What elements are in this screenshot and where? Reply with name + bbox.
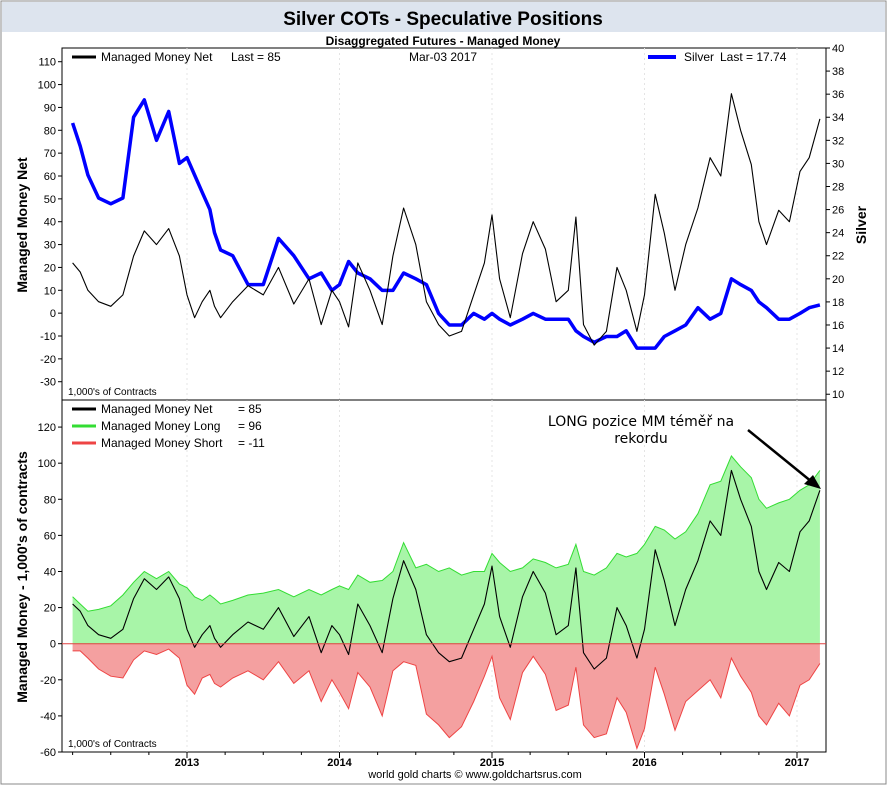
top-left-tick-label: 50 [44, 194, 56, 206]
top-right-tick-label: 14 [832, 343, 844, 355]
silver-price-line [70, 98, 821, 350]
top-left-tick-label: 0 [50, 308, 56, 320]
top-plot-area [61, 47, 827, 401]
top-left-tick-label: 40 [44, 217, 56, 229]
top-left-tick-label: -10 [40, 331, 56, 343]
top-left-axis-label: Managed Money Net [14, 157, 30, 293]
bottom-axis-label: Managed Money - 1,000's of contracts [14, 451, 30, 703]
top-right-tick-label: 16 [832, 320, 844, 332]
top-right-axis-label: Silver [853, 205, 869, 244]
top-left-tick-label: -20 [40, 354, 56, 366]
x-tick-label: 2017 [785, 757, 809, 769]
top-right-tick-label: 32 [832, 135, 844, 147]
top-right-tick-label: 26 [832, 205, 844, 217]
top-right-tick-label: 12 [832, 366, 844, 378]
top-date-label: Mar-03 2017 [409, 50, 477, 64]
top-right-tick-label: 34 [832, 112, 844, 124]
x-axis-ticks: 2013 2014 2015 2016 2017 [72, 752, 809, 769]
top-left-tick-label: 110 [38, 57, 56, 69]
footer-credit: world gold charts © www.goldchartsrus.co… [367, 769, 582, 781]
top-right-tick-label: 36 [832, 89, 844, 101]
x-tick-label: 2013 [175, 757, 199, 769]
bottom-tick-label: -60 [40, 747, 56, 759]
top-left-tick-label: 90 [44, 102, 56, 114]
legend-short-last: = -11 [238, 436, 265, 450]
x-tick-label: 2014 [327, 757, 352, 769]
bottom-panel: 120 100 80 60 40 20 0 -20 -40 -60 Managed Money N… [14, 399, 827, 759]
x-tick-label: 2015 [480, 757, 504, 769]
annotation-line-1: LONG pozice MM téměř na [548, 414, 734, 430]
legend-long-label: Managed Money Long [101, 419, 220, 433]
bottom-axis-ticks: 120 100 80 60 40 20 0 -20 -40 -60 [38, 422, 62, 759]
legend-long-last: = 96 [238, 419, 262, 433]
top-gridlines [186, 48, 798, 400]
top-right-tick-label: 28 [832, 181, 844, 193]
legend-silver-last: Last = 17.74 [720, 50, 787, 64]
top-right-tick-label: 22 [832, 251, 844, 263]
managed-money-short-area [72, 643, 820, 749]
chart-subtitle: Disaggregated Futures - Managed Money [326, 34, 561, 48]
top-right-tick-label: 24 [832, 228, 844, 240]
title-banner [2, 2, 885, 32]
top-right-tick-label: 38 [832, 66, 844, 78]
top-right-tick-label: 18 [832, 297, 844, 309]
top-left-tick-label: 100 [38, 80, 56, 92]
managed-money-short-line [72, 648, 821, 750]
legend-bottom-net-last: = 85 [238, 402, 262, 416]
top-left-tick-label: -30 [40, 377, 56, 389]
top-right-tick-label: 10 [832, 389, 844, 401]
top-left-tick-label: 20 [44, 262, 56, 274]
managed-money-long-area [72, 456, 820, 644]
top-right-tick-label: 40 [832, 43, 844, 55]
bottom-tick-label: 100 [38, 458, 56, 470]
bottom-tick-label: -20 [40, 675, 56, 687]
legend-net-label: Managed Money Net [101, 50, 213, 64]
top-right-tick-label: 30 [832, 158, 844, 170]
legend-silver-label: Silver [684, 50, 714, 64]
bottom-tick-label: 40 [44, 566, 56, 578]
bottom-units-note: 1,000's of Contracts [68, 739, 157, 750]
annotation-line-2: rekordu [614, 431, 668, 447]
legend-bottom-net-label: Managed Money Net [101, 402, 213, 416]
annotation-arrow-head [804, 475, 821, 489]
top-right-tick-label: 20 [832, 274, 844, 286]
top-right-axis-ticks: 40 38 36 34 32 30 28 26 24 22 20 18 16 14 12 10 [826, 43, 844, 401]
bottom-tick-label: 0 [50, 639, 56, 651]
bottom-managed-money-net-line [72, 469, 821, 670]
top-left-tick-label: 80 [44, 125, 56, 137]
bottom-tick-label: 60 [44, 530, 56, 542]
managed-money-long-line [72, 455, 821, 612]
top-left-tick-label: 10 [44, 285, 56, 297]
x-tick-label: 2016 [632, 757, 656, 769]
bottom-tick-label: 120 [38, 422, 56, 434]
managed-money-net-line [72, 93, 821, 346]
bottom-tick-label: 20 [44, 603, 56, 615]
chart-title: Silver COTs - Speculative Positions [283, 9, 603, 30]
top-units-note: 1,000's of Contracts [68, 387, 157, 398]
annotation-arrow-shaft [747, 429, 813, 483]
top-left-tick-label: 30 [44, 240, 56, 252]
bottom-tick-label: -40 [40, 711, 56, 723]
top-left-tick-label: 70 [44, 148, 56, 160]
top-left-tick-label: 60 [44, 171, 56, 183]
legend-short-label: Managed Money Short [101, 436, 223, 450]
legend-net-last: Last = 85 [231, 50, 281, 64]
bottom-tick-label: 80 [44, 494, 56, 506]
